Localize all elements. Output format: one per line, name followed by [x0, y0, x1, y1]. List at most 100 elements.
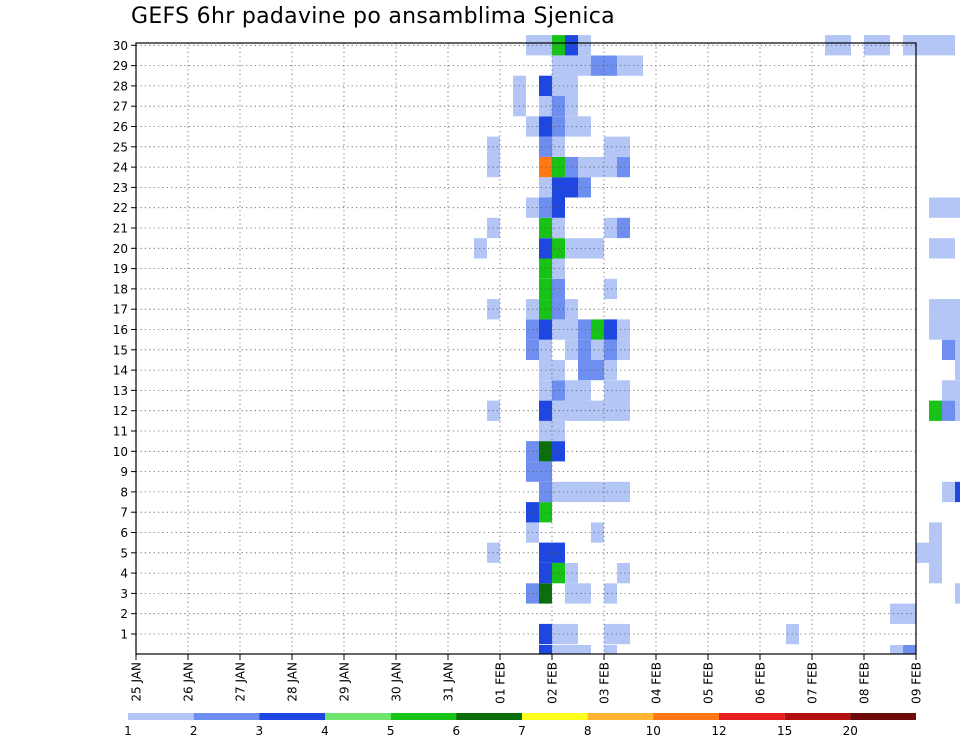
heatmap-cell [604, 583, 617, 604]
heatmap-cell [916, 542, 929, 563]
heatmap-cell [942, 238, 955, 259]
heatmap-cell [604, 339, 617, 360]
heatmap-cell [955, 583, 960, 604]
legend-swatch [259, 713, 325, 720]
heatmap-cell [942, 299, 955, 320]
heatmap-cell [955, 299, 960, 320]
heatmap-cell [565, 400, 578, 421]
y-tick-label: 21 [113, 222, 128, 236]
heatmap-cell [565, 177, 578, 198]
y-tick-label: 12 [113, 404, 128, 418]
heatmap-cell [578, 55, 591, 76]
heatmap-cell [604, 278, 617, 300]
heatmap-cell [578, 319, 591, 340]
heatmap-cell [578, 35, 591, 56]
legend-label: 8 [584, 724, 592, 738]
x-tick-label: 04 FEB [650, 662, 664, 704]
y-tick-label: 4 [120, 567, 128, 581]
heatmap-cell [591, 55, 604, 76]
heatmap-cell [591, 400, 604, 421]
heatmap-cell [578, 380, 591, 401]
y-tick-label: 24 [113, 161, 128, 175]
x-tick-label: 29 JAN [338, 662, 352, 702]
heatmap-cell [942, 319, 955, 340]
x-tick-label: 27 JAN [234, 662, 248, 702]
y-tick-label: 11 [113, 425, 128, 439]
y-tick-label: 3 [120, 587, 128, 601]
heatmap-cell [604, 136, 617, 157]
legend-swatch [719, 713, 785, 720]
legend-label: 6 [452, 724, 460, 738]
heatmap-cell [955, 481, 960, 503]
heatmap-cell [591, 339, 604, 360]
heatmap-cell [929, 522, 942, 543]
heatmap-cell [929, 299, 942, 320]
heatmap-cell [617, 380, 630, 401]
legend-label: 15 [777, 724, 792, 738]
y-tick-label: 15 [113, 343, 128, 357]
y-tick-label: 14 [113, 364, 128, 378]
y-tick-label: 26 [113, 120, 128, 134]
legend-swatch [390, 713, 457, 720]
heatmap-cell [942, 35, 955, 56]
heatmap-cell [955, 359, 960, 381]
heatmap-cell [617, 136, 630, 157]
x-tick-label: 05 FEB [702, 662, 716, 704]
y-tick-label: 2 [120, 607, 128, 621]
heatmap-cell [929, 238, 942, 259]
x-tick-label: 26 JAN [182, 662, 196, 702]
heatmap-cell [929, 400, 942, 421]
heatmap-cell [617, 623, 630, 645]
heatmap-cell [591, 238, 604, 259]
heatmap-cell [578, 177, 591, 198]
heatmap-cell [578, 339, 591, 360]
heatmap-cell [604, 400, 617, 421]
y-tick-label: 10 [113, 445, 128, 459]
legend-label: 3 [255, 724, 263, 738]
heatmap-cell [604, 217, 617, 239]
x-tick-label: 08 FEB [858, 662, 872, 704]
heatmap-cell [942, 481, 955, 503]
y-tick-label: 22 [113, 201, 128, 215]
heatmap-cell [578, 359, 591, 381]
legend-label: 1 [124, 724, 132, 738]
y-tick-label: 18 [113, 282, 128, 296]
y-tick-label: 29 [113, 59, 128, 73]
heatmap-cell [565, 238, 578, 259]
heatmap-cell [942, 339, 955, 360]
heatmap-cell [578, 583, 591, 604]
legend-swatch [653, 713, 719, 720]
heatmap-cell [617, 319, 630, 340]
heatmap-cell [929, 319, 942, 340]
legend-label: 2 [190, 724, 198, 738]
heatmap-cell [929, 542, 942, 563]
heatmap-cell [903, 35, 916, 56]
y-tick-label: 25 [113, 140, 128, 154]
x-tick-label: 28 JAN [286, 662, 300, 702]
heatmap-cell [591, 359, 604, 381]
heatmap-cell [578, 116, 591, 137]
legend-swatch [784, 713, 851, 720]
heatmap-cell [604, 623, 617, 645]
y-tick-label: 19 [113, 262, 128, 276]
legend-swatch [456, 713, 522, 720]
legend-label: 4 [321, 724, 329, 738]
heatmap-cell [604, 380, 617, 401]
heatmap-cell [955, 339, 960, 360]
heatmap-cell [617, 400, 630, 421]
heatmap-cell [929, 197, 942, 218]
heatmap-cell [903, 603, 916, 624]
x-tick-label: 30 JAN [390, 662, 404, 702]
heatmap-cell-strip [552, 645, 565, 654]
y-tick-label: 6 [120, 526, 128, 540]
heatmap-cell [617, 481, 630, 503]
heatmap-cell [565, 55, 578, 76]
heatmap-cell [565, 481, 578, 503]
x-tick-label: 07 FEB [806, 662, 820, 704]
heatmap-cell [565, 299, 578, 320]
heatmap-cell [942, 380, 955, 401]
heatmap-cell-strip [903, 645, 916, 654]
heatmap-cell [929, 563, 942, 584]
heatmap-cell [955, 197, 960, 218]
heatmap-cell [565, 339, 578, 360]
